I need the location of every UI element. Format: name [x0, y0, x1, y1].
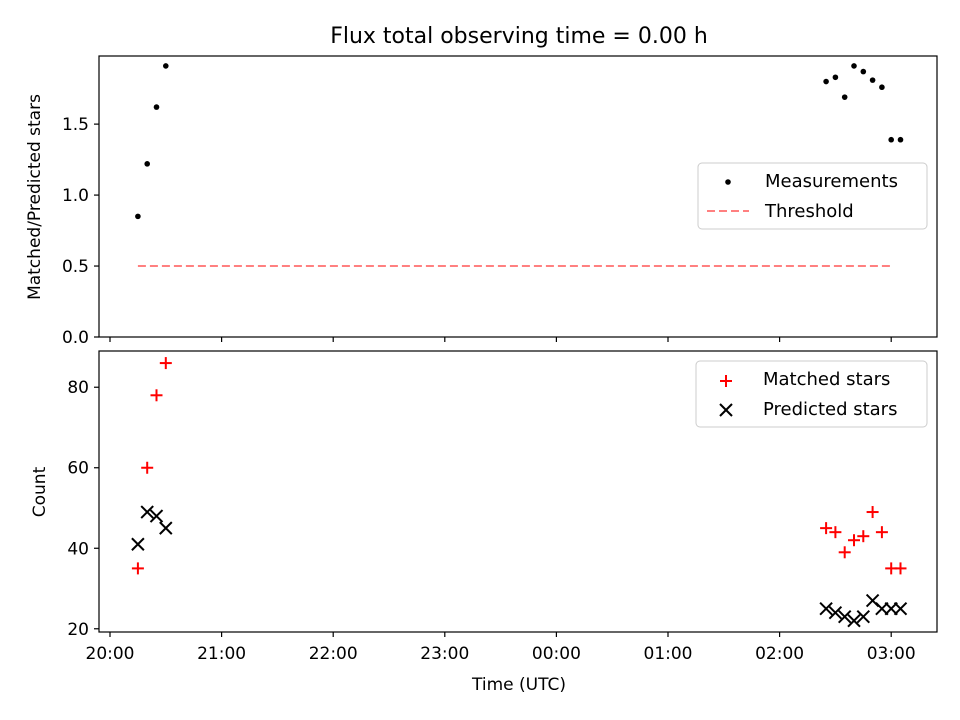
x-axis-label: Time (UTC): [471, 675, 566, 695]
predicted-stars-point: [837, 609, 852, 624]
x-tick-label: 02:00: [755, 644, 804, 664]
y-tick-label: 60: [67, 459, 89, 479]
legend-matched-plus-icon: [720, 375, 732, 387]
x-tick-label: 00:00: [532, 644, 581, 664]
measurements-point: [860, 68, 867, 75]
bottom-legend-box: [695, 360, 928, 428]
bottom-plot-frame: [98, 350, 938, 633]
bottom-plot-marks: [131, 357, 908, 628]
matched-stars-point: [829, 526, 842, 539]
predicted-stars-point: [149, 509, 164, 523]
legend-predicted-label: Predicted stars: [763, 399, 897, 420]
measurements-point: [135, 213, 141, 220]
legend-measurements-label: Measurements: [765, 171, 898, 192]
top-plot-marks: [135, 63, 904, 268]
top-axis-ticks: 0.0 0.5 1.0 1.5: [62, 115, 892, 348]
predicted-stars-point: [819, 601, 833, 616]
top-legend: Measurements Threshold: [697, 162, 928, 230]
matched-stars-point: [866, 506, 879, 519]
measurements-point: [163, 63, 169, 69]
matched-stars-point: [150, 389, 163, 402]
measurements-point: [832, 74, 839, 81]
y-tick-label: 40: [67, 539, 89, 559]
bottom-legend: Matched stars Predicted stars: [695, 360, 928, 428]
x-tick-label: 22:00: [309, 644, 358, 664]
matched-stars-point: [848, 534, 860, 547]
predicted-stars-point: [856, 609, 871, 624]
top-plot-frame: [98, 55, 938, 338]
measurements-point: [851, 63, 857, 69]
top-legend-box: [697, 162, 928, 230]
x-tick-label: 20:00: [86, 644, 135, 664]
bottom-y-axis-label: Count: [30, 466, 50, 517]
matched-stars-point: [857, 530, 870, 543]
x-tick-label: 21:00: [197, 644, 246, 664]
bottom-axis-ticks: 20 40 60 80 20:00 21:00 22:00 23:00 00:00 01:00 02…: [67, 378, 915, 664]
predicted-stars-point: [828, 605, 843, 620]
legend-threshold-label: Threshold: [764, 201, 854, 222]
y-tick-label: 20: [67, 620, 89, 640]
x-tick-label: 03:00: [867, 644, 916, 664]
x-tick-label: 23:00: [420, 644, 469, 664]
predicted-stars-point: [893, 601, 908, 616]
measurements-point: [841, 94, 848, 100]
legend-measurements-dot-icon: [725, 179, 731, 185]
measurements-point: [869, 77, 876, 83]
matched-stars-point: [875, 526, 888, 539]
measurements-point: [888, 136, 894, 143]
legend-predicted-x-icon: [719, 403, 733, 417]
matched-stars-point: [838, 546, 851, 559]
matched-stars-point: [131, 562, 144, 575]
predicted-stars-point: [847, 614, 861, 628]
measurements-point: [897, 136, 904, 143]
predicted-stars-point: [140, 505, 154, 519]
matched-stars-point: [159, 357, 172, 370]
matched-stars-point: [894, 562, 907, 575]
x-tick-label: 01:00: [644, 644, 693, 664]
y-tick-label: 0.5: [62, 257, 89, 277]
top-y-axis-label: Matched/Predicted stars: [25, 94, 45, 300]
predicted-stars-point: [159, 521, 173, 535]
y-tick-label: 1.5: [62, 115, 89, 135]
legend-matched-label: Matched stars: [763, 369, 890, 390]
y-tick-label: 0.0: [62, 328, 89, 348]
chart-title: Flux total observing time = 0.00 h: [330, 24, 708, 49]
matched-stars-point: [141, 461, 154, 474]
matched-stars-point: [820, 522, 833, 535]
y-tick-label: 80: [67, 378, 89, 398]
measurements-point: [879, 84, 885, 91]
measurements-point: [144, 161, 150, 167]
measurements-point: [153, 104, 160, 110]
predicted-stars-point: [131, 537, 145, 551]
y-tick-label: 1.0: [62, 186, 89, 206]
measurements-point: [823, 78, 829, 85]
